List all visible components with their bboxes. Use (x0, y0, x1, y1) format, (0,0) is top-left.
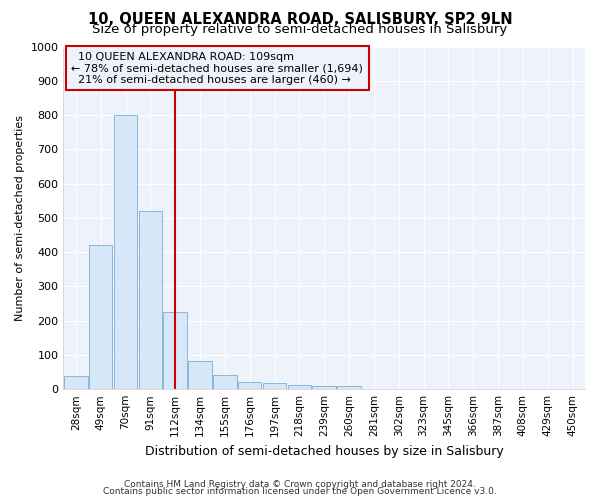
Text: Contains HM Land Registry data © Crown copyright and database right 2024.: Contains HM Land Registry data © Crown c… (124, 480, 476, 489)
Bar (114, 115, 137, 389)
Bar (287, 385, 311, 389)
Y-axis label: Number of semi-detached properties: Number of semi-detached properties (15, 115, 25, 321)
Bar (139, 211, 162, 389)
Text: 10, QUEEN ALEXANDRA ROAD, SALISBURY, SP2 9LN: 10, QUEEN ALEXANDRA ROAD, SALISBURY, SP2… (88, 12, 512, 28)
Text: 10 QUEEN ALEXANDRA ROAD: 109sqm
← 78% of semi-detached houses are smaller (1,694: 10 QUEEN ALEXANDRA ROAD: 109sqm ← 78% of… (71, 52, 363, 85)
Bar (163, 312, 187, 389)
Bar (89, 246, 112, 389)
Bar (263, 383, 286, 389)
Bar (337, 386, 361, 389)
Text: Contains public sector information licensed under the Open Government Licence v3: Contains public sector information licen… (103, 487, 497, 496)
Bar (213, 376, 236, 389)
Bar (64, 376, 88, 389)
Bar (313, 386, 336, 389)
Text: Size of property relative to semi-detached houses in Salisbury: Size of property relative to semi-detach… (92, 22, 508, 36)
X-axis label: Distribution of semi-detached houses by size in Salisbury: Distribution of semi-detached houses by … (145, 444, 503, 458)
Bar (188, 361, 212, 389)
Bar (238, 382, 262, 389)
